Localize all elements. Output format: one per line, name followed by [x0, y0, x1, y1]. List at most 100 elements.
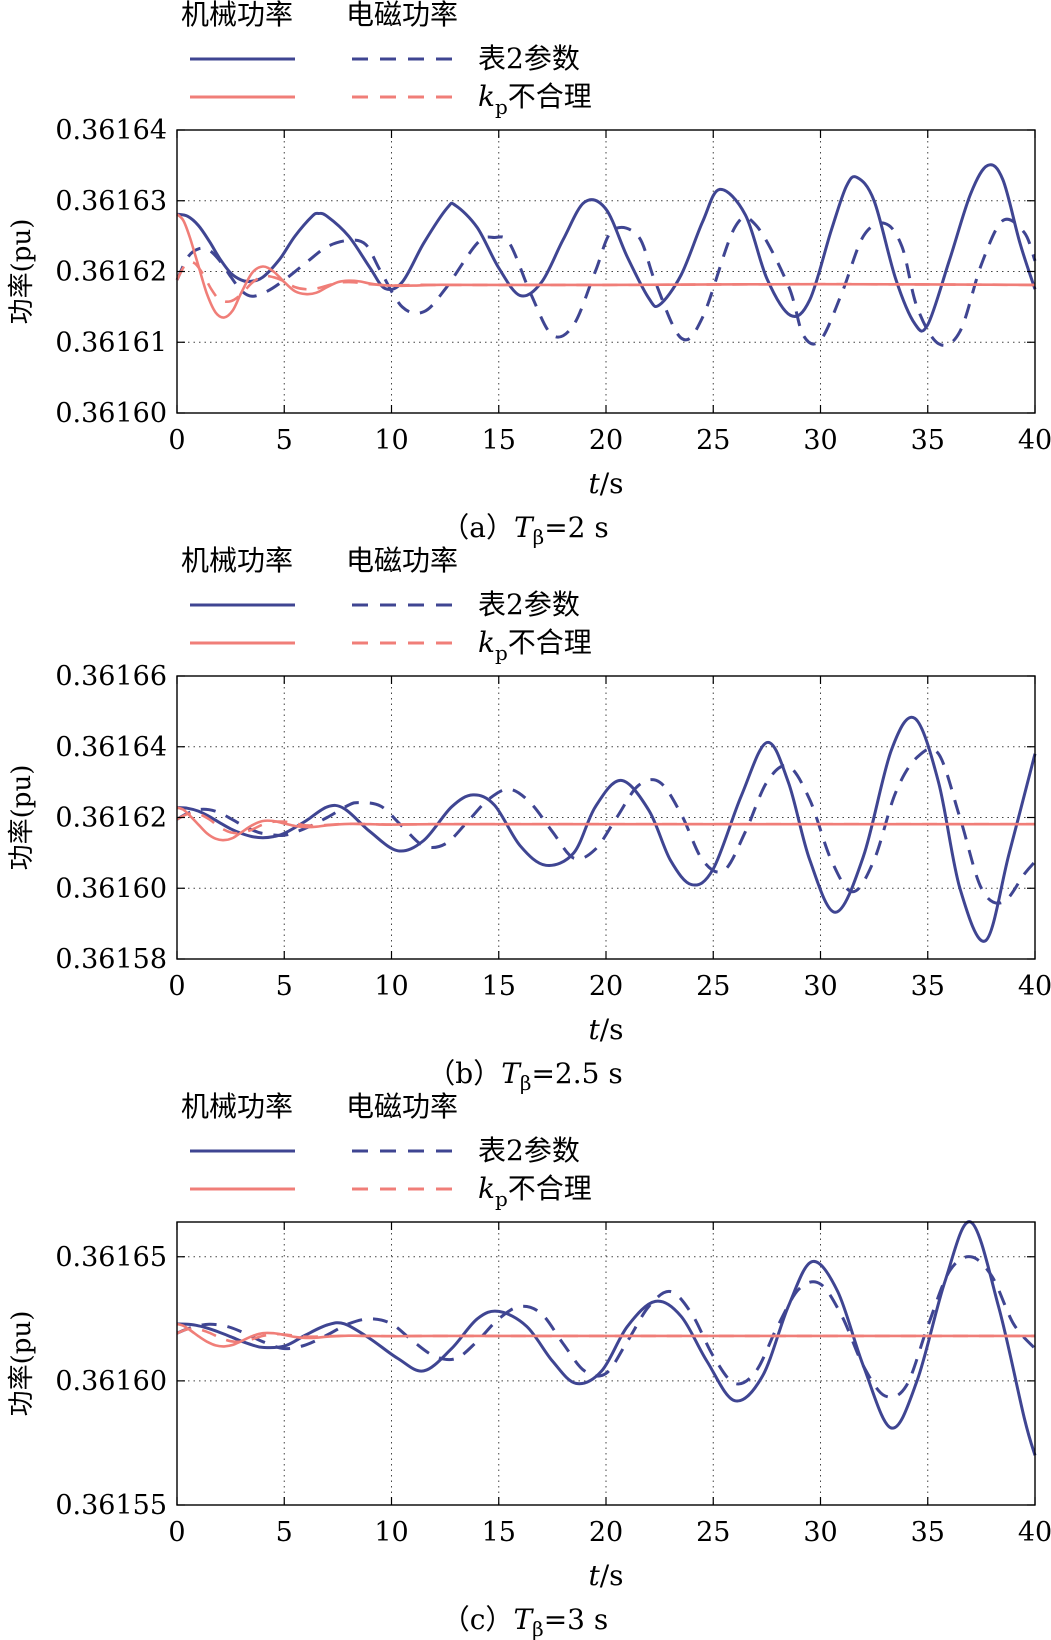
x-tick-label: 35	[911, 1517, 945, 1548]
x-axis-label-unit: /s	[600, 1013, 624, 1046]
legend-label-table2: 表2参数	[478, 588, 580, 621]
legend-header-mechanical: 机械功率	[181, 0, 293, 31]
legend-label-kp: kp不合理	[478, 626, 592, 665]
x-tick-label: 40	[1018, 971, 1051, 1002]
x-tick-label: 30	[803, 971, 837, 1002]
legend-label-kp-var: k	[478, 626, 495, 659]
legend-label-table2: 表2参数	[478, 42, 580, 75]
series-line-table2-dashed	[176, 747, 1037, 905]
x-axis-label-var: t	[588, 1559, 600, 1592]
x-tick-label: 5	[276, 971, 293, 1002]
legend-label-kp-sub: p	[495, 641, 508, 665]
x-axis-label-var: t	[588, 1013, 600, 1046]
legend-label-kp: kp不合理	[478, 1172, 592, 1211]
x-tick-label: 25	[696, 1517, 730, 1548]
legend-label-kp-sub: p	[495, 95, 508, 119]
legend-label-kp-sub: p	[495, 1187, 508, 1211]
x-tick-label: 10	[374, 971, 408, 1002]
caption-suffix: =2 s	[544, 511, 609, 544]
series-line-table2-dashed	[175, 215, 1037, 347]
legend-label-kp-tail: 不合理	[508, 1172, 592, 1205]
series-line-kp-solid	[176, 213, 1036, 319]
x-tick-label: 10	[374, 425, 408, 456]
caption-prefix: （c）	[442, 1603, 514, 1636]
legend-label-kp-var: k	[478, 1172, 495, 1205]
y-axis-label: 功率(pu)	[7, 219, 37, 325]
x-tick-label: 30	[803, 1517, 837, 1548]
x-axis-label-unit: /s	[600, 467, 624, 500]
y-tick-label: 0.36161	[55, 327, 167, 358]
x-tick-label: 15	[482, 425, 516, 456]
series-group	[176, 1220, 1037, 1456]
legend-header-mechanical: 机械功率	[181, 544, 293, 577]
caption-var: T	[514, 511, 535, 544]
caption-sub: β	[533, 525, 545, 549]
y-tick-label: 0.36160	[55, 873, 167, 904]
chart-caption: （a）Tβ=2 s	[441, 511, 609, 549]
series-line-table2-solid	[176, 1220, 1037, 1456]
caption-var: T	[513, 1603, 534, 1636]
x-tick-label: 20	[589, 425, 623, 456]
x-tick-label: 5	[276, 1517, 293, 1548]
caption-prefix: （a）	[441, 511, 514, 544]
x-tick-label: 20	[589, 971, 623, 1002]
legend-label-kp-tail: 不合理	[508, 626, 592, 659]
y-tick-label: 0.36155	[55, 1490, 167, 1521]
y-tick-label: 0.36164	[55, 732, 167, 763]
chart-caption: （c）Tβ=3 s	[442, 1603, 608, 1640]
grid	[177, 1222, 1035, 1505]
legend-label-kp-var: k	[478, 80, 495, 113]
legend-header-electromagnetic: 电磁功率	[346, 544, 458, 577]
x-axis-label-var: t	[588, 467, 600, 500]
caption-suffix: =2.5 s	[531, 1057, 622, 1090]
x-tick-label: 30	[803, 425, 837, 456]
y-tick-label: 0.36158	[55, 944, 167, 975]
x-tick-label: 0	[168, 425, 185, 456]
caption-var: T	[501, 1057, 522, 1090]
x-tick-label: 0	[168, 1517, 185, 1548]
caption-sub: β	[520, 1071, 532, 1095]
legend-header-electromagnetic: 电磁功率	[346, 0, 458, 31]
x-tick-label: 25	[696, 971, 730, 1002]
series-group	[176, 715, 1037, 943]
y-axis-label: 功率(pu)	[7, 1311, 37, 1417]
series-line-table2-solid	[176, 163, 1037, 333]
x-tick-label: 15	[482, 971, 516, 1002]
x-tick-label: 40	[1018, 1517, 1051, 1548]
series-line-table2-solid	[176, 715, 1037, 943]
x-tick-label: 10	[374, 1517, 408, 1548]
y-tick-label: 0.36160	[55, 1366, 167, 1397]
series-group	[175, 163, 1037, 347]
x-axis-label: t/s	[588, 467, 623, 500]
legend-label-table2: 表2参数	[478, 1134, 580, 1167]
y-tick-label: 0.36165	[55, 1242, 167, 1273]
caption-suffix: =3 s	[544, 1603, 609, 1636]
legend-header-mechanical: 机械功率	[181, 1090, 293, 1123]
x-tick-label: 5	[276, 425, 293, 456]
chart-caption: （b）Tβ=2.5 s	[427, 1057, 622, 1095]
x-tick-label: 25	[696, 425, 730, 456]
grid	[177, 130, 1035, 413]
series-line-kp-dashed	[175, 260, 1036, 304]
caption-prefix: （b）	[427, 1057, 501, 1090]
legend-label-kp-tail: 不合理	[508, 80, 592, 113]
x-tick-label: 20	[589, 1517, 623, 1548]
y-tick-label: 0.36163	[55, 186, 167, 217]
x-tick-label: 35	[911, 971, 945, 1002]
x-axis-label-unit: /s	[600, 1559, 624, 1592]
y-tick-label: 0.36166	[55, 661, 167, 692]
caption-sub: β	[532, 1617, 544, 1640]
y-tick-label: 0.36162	[55, 257, 167, 288]
legend-label-kp: kp不合理	[478, 80, 592, 119]
x-tick-label: 15	[482, 1517, 516, 1548]
legend-header-electromagnetic: 电磁功率	[346, 1090, 458, 1123]
y-tick-label: 0.36162	[55, 803, 167, 834]
series-line-kp-dashed	[176, 812, 1035, 835]
x-tick-label: 40	[1018, 425, 1051, 456]
